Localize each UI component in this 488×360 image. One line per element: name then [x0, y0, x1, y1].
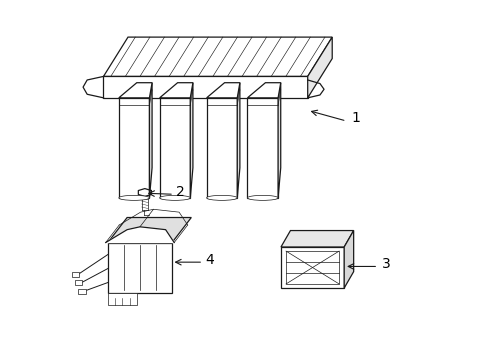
- Polygon shape: [119, 98, 149, 198]
- Polygon shape: [108, 217, 191, 243]
- Ellipse shape: [159, 195, 190, 201]
- Text: 4: 4: [205, 253, 214, 267]
- Polygon shape: [206, 98, 237, 198]
- Bar: [75, 280, 82, 285]
- Polygon shape: [103, 76, 307, 98]
- Text: 1: 1: [351, 111, 360, 125]
- Polygon shape: [138, 189, 151, 197]
- Polygon shape: [247, 83, 280, 98]
- Polygon shape: [307, 37, 331, 98]
- Ellipse shape: [247, 195, 278, 201]
- Polygon shape: [206, 83, 240, 98]
- Ellipse shape: [119, 195, 149, 201]
- Polygon shape: [108, 243, 172, 293]
- Polygon shape: [247, 98, 278, 198]
- Polygon shape: [281, 230, 353, 247]
- Bar: [71, 272, 79, 277]
- Polygon shape: [190, 83, 193, 198]
- Polygon shape: [119, 83, 152, 98]
- Polygon shape: [103, 37, 331, 76]
- Polygon shape: [105, 227, 174, 243]
- Polygon shape: [159, 83, 193, 98]
- Ellipse shape: [206, 195, 237, 201]
- Polygon shape: [344, 230, 353, 288]
- Bar: [78, 289, 85, 294]
- Bar: [108, 293, 137, 305]
- Polygon shape: [281, 247, 344, 288]
- Polygon shape: [237, 83, 240, 198]
- Polygon shape: [159, 98, 190, 198]
- Polygon shape: [278, 83, 280, 198]
- Text: 2: 2: [176, 185, 185, 199]
- Text: 3: 3: [381, 257, 389, 271]
- Polygon shape: [149, 83, 152, 198]
